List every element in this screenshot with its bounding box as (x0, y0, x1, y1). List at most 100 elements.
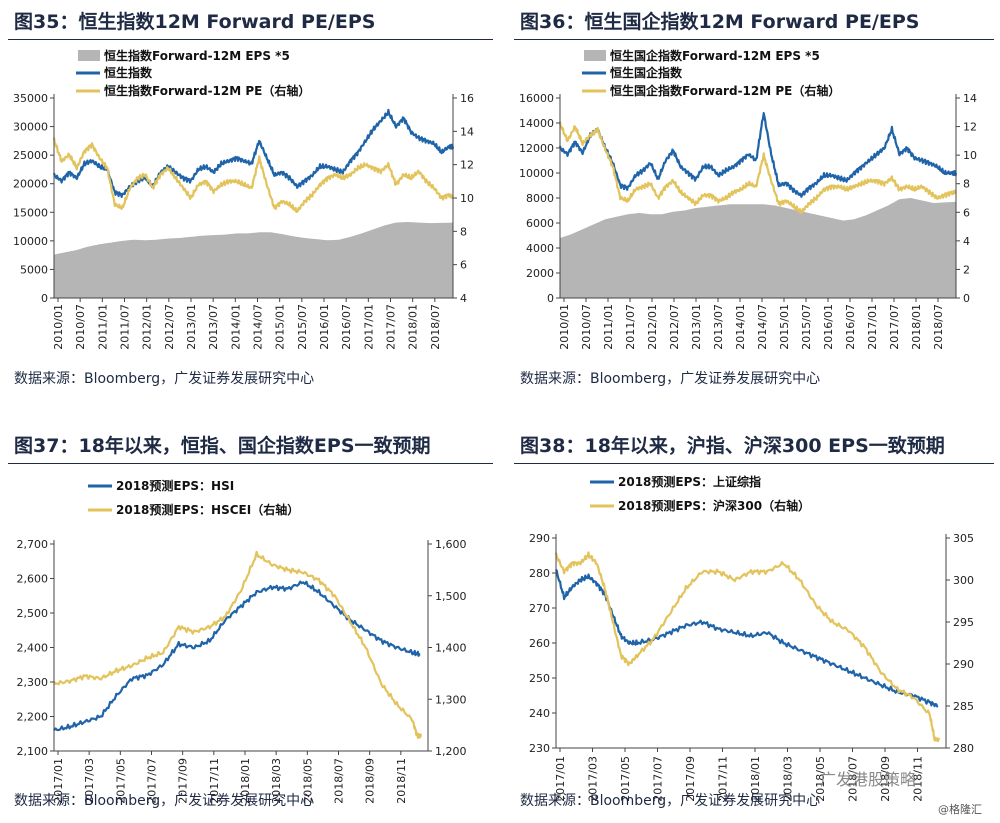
chart-36-plot: 恒生国企指数Forward-12M EPS *5 恒生国企指数恒生国企指数Forw… (519, 48, 977, 350)
y2-tick-label: 285 (953, 700, 974, 713)
x-tick-label: 2011/01 (96, 304, 109, 350)
chart-source: 数据来源：Bloomberg，广发证券发展研究中心 (14, 793, 315, 809)
y-tick-label: 270 (529, 602, 550, 615)
x-tick-label: 2016/07 (340, 304, 353, 350)
y2-tick-label: 6 (460, 259, 467, 272)
x-tick-label: 2012/07 (163, 304, 176, 350)
y2-tick-label: 305 (953, 532, 974, 545)
y2-tick-label: 300 (953, 574, 974, 587)
x-tick-label: 2018/01 (910, 304, 923, 350)
x-tick-label: 2015/01 (274, 304, 287, 350)
y2-tick-label: 1,600 (435, 538, 467, 551)
wechat-watermark: 广发港股策略 (820, 770, 917, 789)
x-tick-label: 2013/01 (185, 304, 198, 350)
x-tick-label: 2010/07 (580, 304, 593, 350)
y-tick-label: 30000 (13, 121, 48, 134)
x-tick-label: 2011/07 (624, 304, 637, 350)
legend-swatch (584, 50, 606, 61)
x-tick-label: 2010/01 (558, 304, 571, 350)
x-tick-label: 2014/07 (252, 304, 265, 350)
legend-label: 恒生国企指数Forward-12M PE（右轴） (610, 83, 840, 98)
chart-title: 图37：18年以来，恒指、国企指数EPS一致预期 (8, 430, 493, 464)
chart-panel-38: 图38：18年以来，沪指、沪深300 EPS一致预期 2018预测EPS：上证综… (514, 430, 994, 820)
y2-tick-label: 6 (963, 206, 970, 219)
y2-tick-label: 1,300 (435, 693, 467, 706)
x-tick-label: 2017/11 (717, 756, 730, 802)
x-tick-label: 2018/11 (395, 758, 408, 804)
legend-label: 恒生指数 (104, 65, 153, 80)
x-tick-label: 2017/07 (146, 758, 159, 804)
y2-tick-label: 280 (953, 742, 974, 755)
y2-tick-label: 14 (963, 92, 977, 105)
site-watermark: @格隆汇 (938, 803, 982, 816)
y-tick-label: 20000 (13, 178, 48, 191)
legend-label: 2018预测EPS：HSI (116, 478, 234, 493)
chart-title: 图35：恒生指数12M Forward PE/EPS (8, 6, 493, 40)
y-tick-label: 260 (529, 637, 550, 650)
y-tick-label: 2,200 (17, 711, 49, 724)
x-tick-label: 2017/09 (684, 756, 697, 802)
x-tick-label: 2010/01 (52, 304, 65, 350)
series-line (52, 137, 454, 213)
chart-35-plot: 恒生指数Forward-12M EPS *5 恒生指数恒生指数Forward-12… (13, 48, 474, 350)
y-tick-label: 16000 (519, 92, 554, 105)
x-tick-label: 2018/05 (301, 758, 314, 804)
chart-panel-35: 图35：恒生指数12M Forward PE/EPS 恒生指数Forward-1… (8, 6, 493, 396)
chart-source: 数据来源：Bloomberg，广发证券发展研究中心 (520, 793, 821, 809)
x-tick-label: 2015/07 (800, 304, 813, 350)
x-tick-label: 2011/01 (602, 304, 615, 350)
y-tick-label: 4000 (526, 242, 554, 255)
y2-tick-label: 8 (460, 225, 467, 238)
y2-tick-label: 0 (963, 292, 970, 305)
x-tick-label: 2018/09 (879, 756, 892, 802)
chart-source: 数据来源：Bloomberg，广发证券发展研究中心 (520, 371, 821, 387)
legend-label: 2018预测EPS：沪深300（右轴） (618, 498, 810, 513)
y-tick-label: 0 (547, 292, 554, 305)
x-tick-label: 2017/01 (52, 758, 65, 804)
legend-swatch (78, 50, 100, 61)
x-tick-label: 2018/07 (932, 304, 945, 350)
x-tick-label: 2017/11 (208, 758, 221, 804)
x-tick-label: 2012/01 (646, 304, 659, 350)
y2-tick-label: 14 (460, 125, 474, 138)
y-tick-label: 2000 (526, 267, 554, 280)
y2-tick-label: 290 (953, 658, 974, 671)
x-tick-label: 2017/05 (619, 756, 632, 802)
x-tick-label: 2015/01 (778, 304, 791, 350)
y-tick-label: 240 (529, 707, 550, 720)
x-tick-label: 2018/07 (429, 304, 442, 350)
x-tick-label: 2014/07 (756, 304, 769, 350)
y-tick-label: 10000 (519, 167, 554, 180)
series-line (558, 121, 957, 215)
y-tick-label: 5000 (20, 263, 48, 276)
x-tick-label: 2018/07 (847, 756, 860, 802)
y-tick-label: 10000 (13, 235, 48, 248)
x-tick-label: 2017/01 (554, 756, 567, 802)
x-tick-label: 2014/01 (734, 304, 747, 350)
chart-38-plot: 2018预测EPS：上证综指 2018预测EPS：沪深300（右轴） 230 240 2… (529, 474, 974, 802)
y-tick-label: 290 (529, 532, 550, 545)
x-tick-label: 2017/07 (385, 304, 398, 350)
y2-tick-label: 16 (460, 92, 474, 105)
series-line (53, 580, 421, 732)
x-tick-label: 2017/05 (114, 758, 127, 804)
series-area (560, 198, 956, 298)
series-line (558, 112, 958, 198)
y-tick-label: 2,400 (17, 642, 49, 655)
chart-title: 图36：恒生国企指数12M Forward PE/EPS (514, 6, 994, 40)
x-tick-label: 2011/07 (119, 304, 132, 350)
y2-tick-label: 4 (460, 292, 467, 305)
chart-title: 图38：18年以来，沪指、沪深300 EPS一致预期 (514, 430, 994, 464)
y-tick-label: 2,600 (17, 573, 49, 586)
y2-tick-label: 295 (953, 616, 974, 629)
y2-tick-label: 12 (963, 121, 977, 134)
y2-tick-label: 12 (460, 159, 474, 172)
legend-label: 2018预测EPS：HSCEI（右轴） (116, 502, 299, 517)
y-tick-label: 15000 (13, 206, 48, 219)
y2-tick-label: 2 (963, 263, 970, 276)
y-tick-label: 2,700 (17, 538, 49, 551)
series-area (54, 222, 453, 298)
legend-label: 恒生国企指数 (610, 65, 683, 80)
x-tick-label: 2017/07 (652, 756, 665, 802)
x-tick-label: 2017/03 (83, 758, 96, 804)
